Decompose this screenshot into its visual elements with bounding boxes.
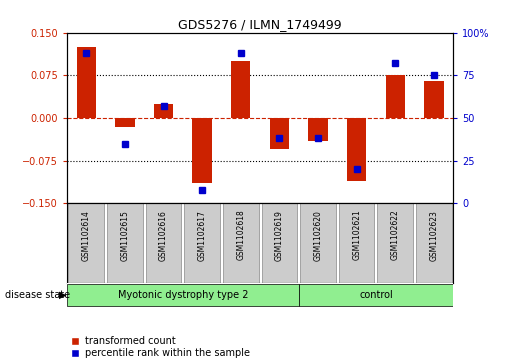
Text: ▶: ▶ (59, 290, 67, 300)
Text: disease state: disease state (5, 290, 70, 300)
Bar (68, 203, 104, 283)
Text: control: control (359, 290, 393, 300)
Bar (231, 61, 250, 118)
Legend: transformed count, percentile rank within the sample: transformed count, percentile rank withi… (72, 336, 250, 358)
Bar (416, 203, 452, 283)
Bar (424, 81, 443, 118)
Title: GDS5276 / ILMN_1749499: GDS5276 / ILMN_1749499 (178, 19, 342, 32)
Text: GSM1102622: GSM1102622 (391, 210, 400, 260)
Bar (300, 203, 336, 283)
Bar (386, 76, 405, 118)
Bar (262, 203, 297, 283)
Text: GSM1102623: GSM1102623 (430, 210, 438, 261)
Text: GSM1102617: GSM1102617 (198, 210, 207, 261)
Bar (223, 203, 259, 283)
Text: GSM1102620: GSM1102620 (314, 210, 322, 261)
Bar (270, 118, 289, 149)
Text: GSM1102621: GSM1102621 (352, 210, 361, 260)
Bar (184, 203, 220, 283)
Bar (154, 104, 173, 118)
Text: GSM1102618: GSM1102618 (236, 210, 245, 260)
Bar (347, 118, 366, 180)
Bar (77, 47, 96, 118)
Text: GSM1102616: GSM1102616 (159, 210, 168, 261)
Text: GSM1102619: GSM1102619 (275, 210, 284, 261)
Text: GSM1102615: GSM1102615 (121, 210, 129, 261)
Bar (339, 203, 374, 283)
Bar (377, 203, 413, 283)
Bar (146, 203, 181, 283)
Text: Myotonic dystrophy type 2: Myotonic dystrophy type 2 (117, 290, 248, 300)
Bar (193, 118, 212, 183)
Bar (107, 203, 143, 283)
Text: GSM1102614: GSM1102614 (82, 210, 91, 261)
Bar (299, 284, 453, 306)
Bar (308, 118, 328, 141)
Bar (67, 284, 299, 306)
Bar (115, 118, 134, 127)
